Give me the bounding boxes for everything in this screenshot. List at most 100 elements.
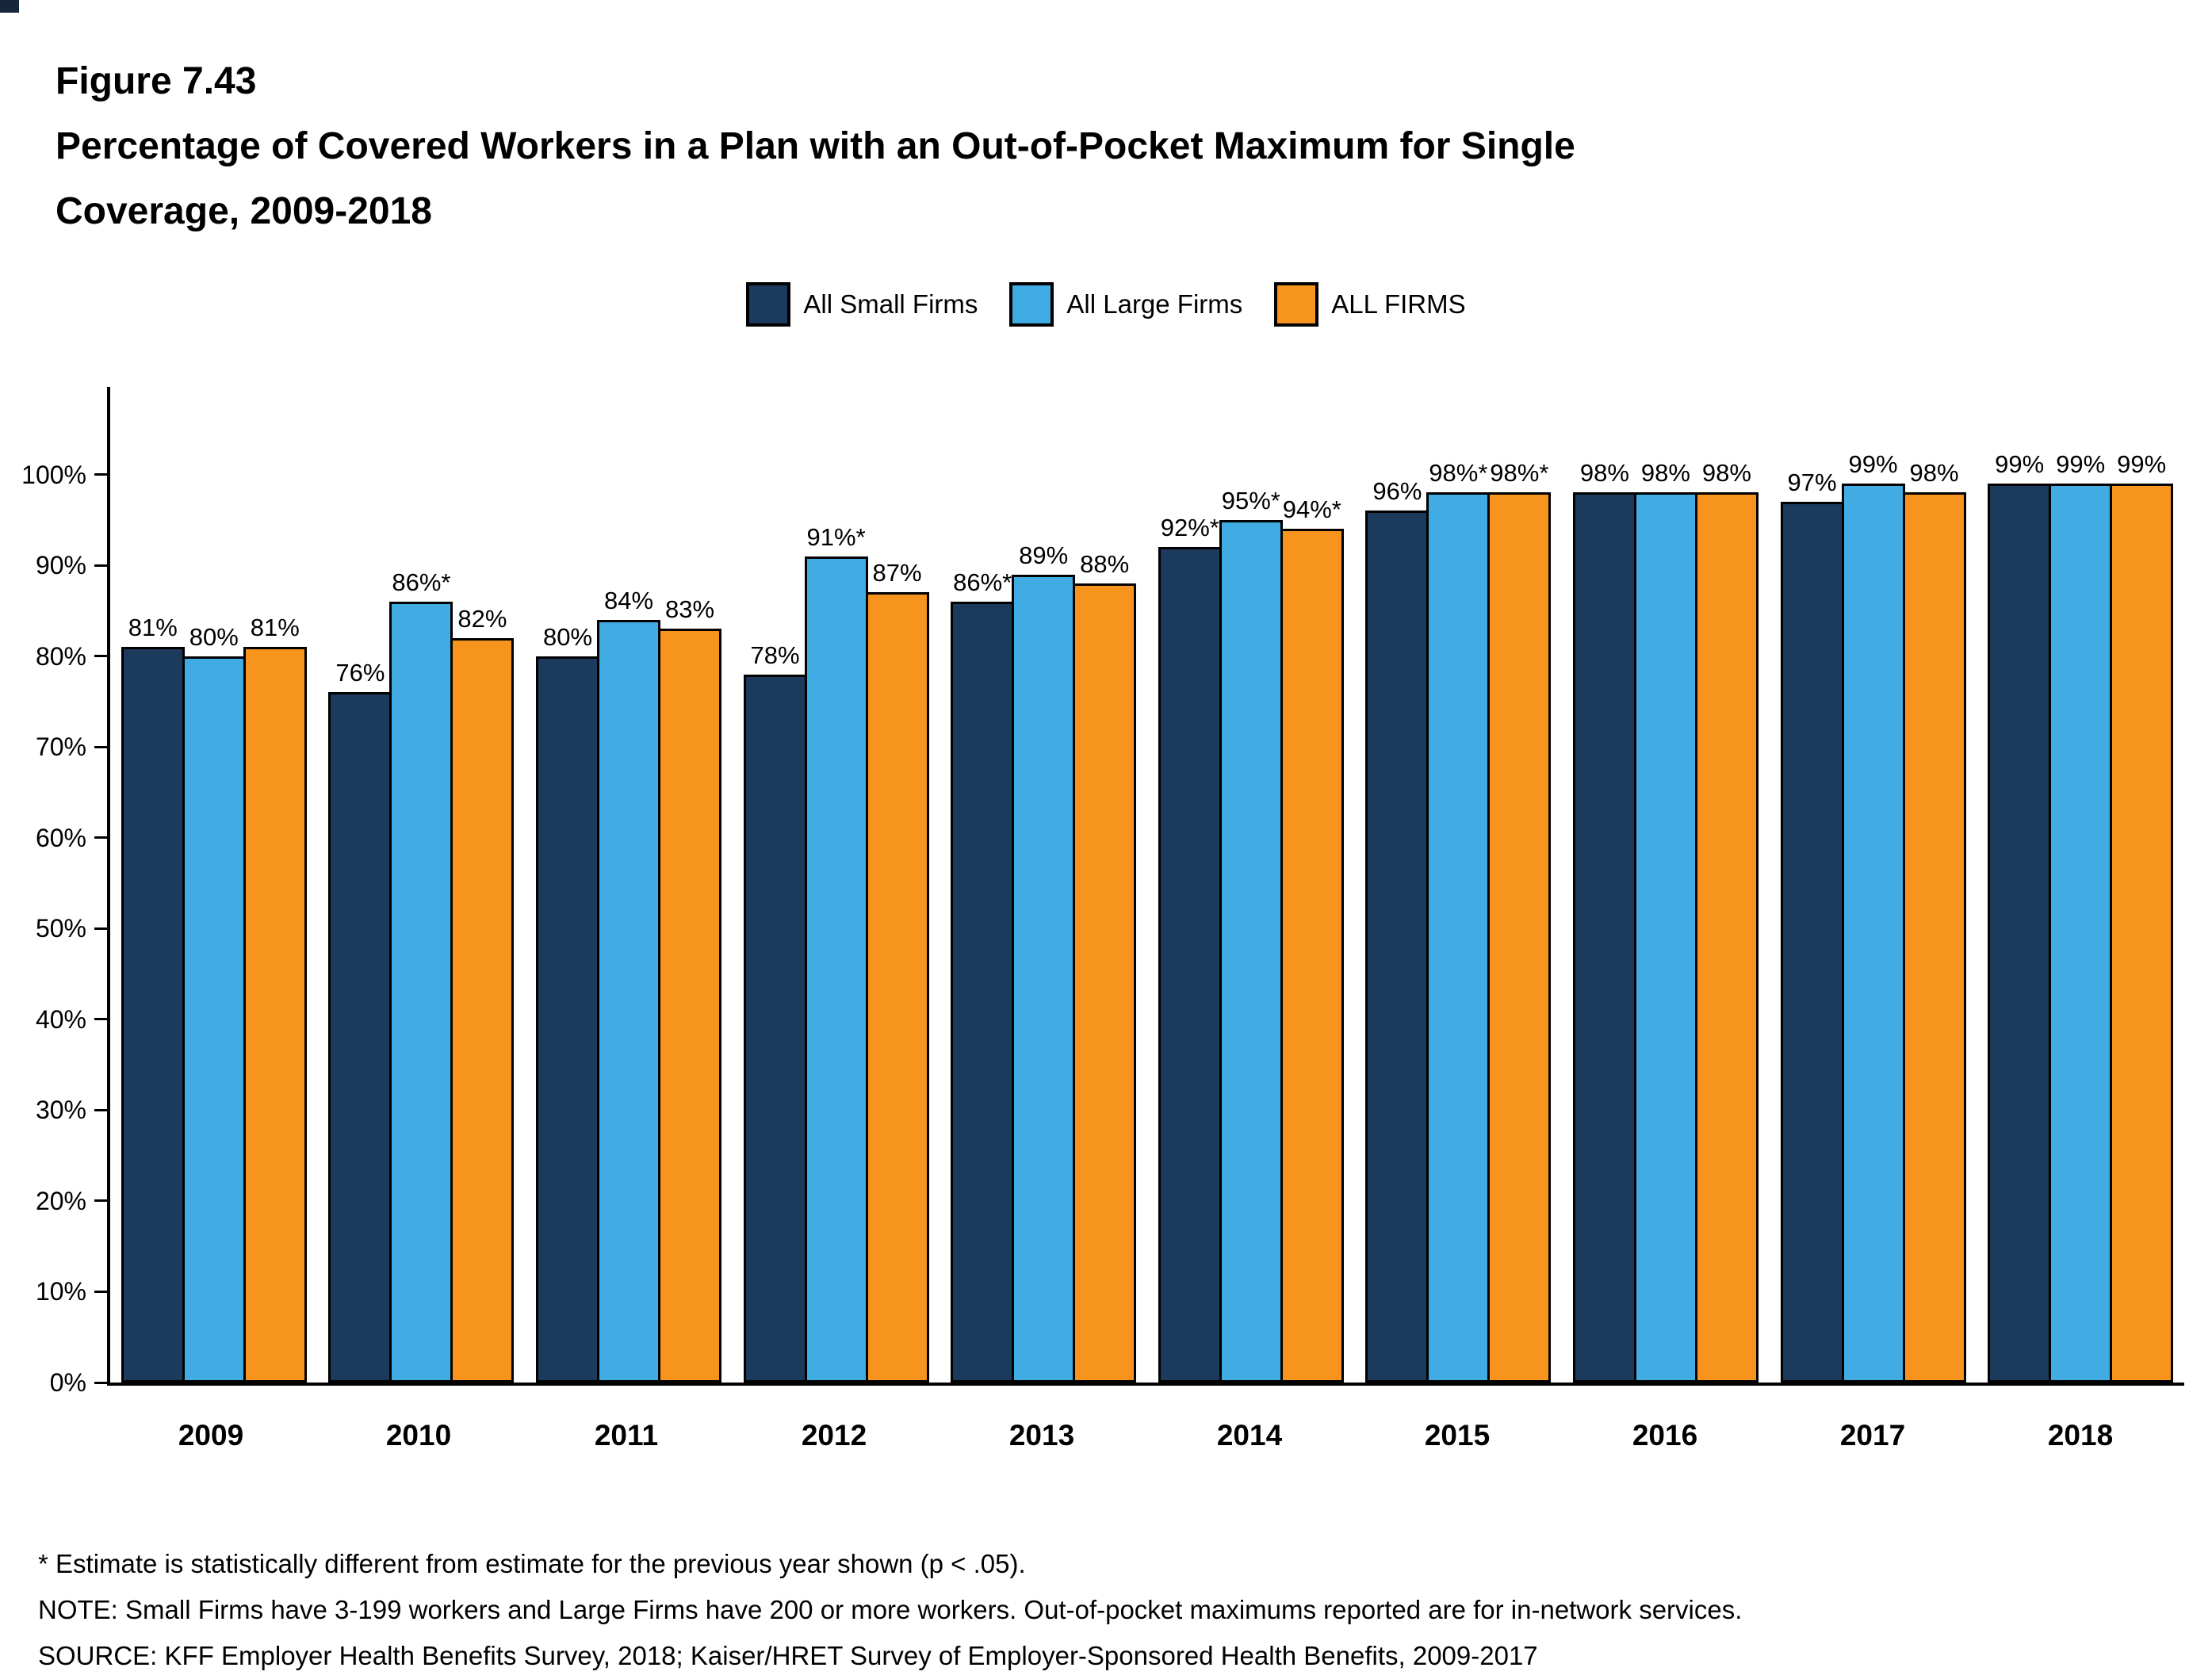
bar-value-label: 97% [1787,468,1837,496]
x-axis-label: 2012 [801,1419,867,1451]
bar-value-label: 83% [664,595,715,624]
bar: 98% [1694,459,1759,1383]
bar-group: 99% 99% 99% [1977,450,2184,1383]
y-tick-mark [94,745,107,748]
bar-value-label: 99% [2056,450,2106,478]
bar: 81% [121,614,185,1383]
bar: 98%* [1426,459,1491,1383]
bar-group: 98% 98% 98% [1562,459,1770,1383]
bar-value-label: 96% [1372,477,1422,506]
bar-group: 86%* 89% 88% [940,541,1147,1383]
bar-value-label: 82% [457,604,507,633]
legend-item-all-firms: ALL FIRMS [1274,282,1466,327]
bar-group: 97% 99% 98% [1770,450,1977,1383]
bar: 78% [743,641,807,1383]
bar: 98% [1633,459,1697,1383]
bar: 84% [596,587,660,1383]
bar: 87% [865,559,929,1383]
legend-swatch [1274,282,1319,327]
plot-area: 0% 10% 20% 30% 40% 50% 60% 70% 80% 90% 100% 81% 80%… [21,387,2184,1397]
footnote-asterisk: * Estimate is statistically different fr… [38,1549,1026,1578]
bar: 94%* [1280,495,1344,1383]
bar-value-label: 98% [1909,459,1959,488]
legend-item-small-firms: All Small Firms [746,282,978,327]
bar: 80% [535,623,599,1383]
x-axis-label: 2011 [594,1419,659,1451]
x-axis-label: 2013 [1008,1419,1075,1451]
x-axis-label: 2010 [385,1419,452,1451]
bar: 99% [1841,450,1905,1383]
x-axis-label: 2018 [2047,1419,2114,1451]
legend-label: All Large Firms [1066,289,1243,319]
x-axis-label: 2017 [1839,1419,1906,1451]
legend-item-large-firms: All Large Firms [1009,282,1242,327]
chart-title-line1: Percentage of Covered Workers in a Plan … [55,125,1575,167]
bar-value-label: 99% [1995,450,2045,478]
y-tick-mark [94,1018,107,1021]
chart-header: Figure 7.43 Percentage of Covered Worker… [55,49,1575,244]
bar: 99% [1988,450,2052,1383]
legend-label: ALL FIRMS [1331,289,1466,319]
legend-swatch [1009,282,1054,327]
bars-row: 81% 80% 81% 76% 86%* 82% 80% 84% 83% 78% 91%* 87% 86… [110,387,2184,1383]
y-tick-label: 40% [35,1004,86,1034]
bar-value-label: 86%* [953,568,1012,596]
x-axis-label: 2014 [1216,1419,1283,1451]
bar: 99% [2049,450,2113,1383]
bar-group: 81% 80% 81% [110,614,318,1383]
bar-value-label: 99% [1848,450,1898,478]
bar-value-label: 81% [250,614,300,642]
y-tick-label: 70% [35,732,86,762]
bar: 82% [450,605,515,1383]
bar-value-label: 86%* [392,568,451,596]
bar-value-label: 78% [750,641,800,669]
bar-value-label: 89% [1019,541,1069,569]
bar: 91%* [804,523,868,1383]
bar: 76% [328,659,392,1383]
y-tick-label: 50% [35,914,86,943]
y-tick-mark [94,1381,107,1384]
bar: 88% [1073,550,1137,1383]
legend: All Small Firms All Large Firms ALL FIRM… [0,282,2212,327]
bar-group: 92%* 95%* 94%* [1147,487,1355,1383]
bar: 80% [182,623,246,1383]
y-tick-mark [94,655,107,658]
y-tick-mark [94,836,107,840]
bar-value-label: 84% [603,586,654,614]
x-axis-label: 2016 [1632,1419,1698,1451]
figure-number: Figure 7.43 [55,60,257,102]
footnotes: * Estimate is statistically different fr… [38,1541,1742,1679]
legend-label: All Small Firms [803,289,978,319]
bar-group: 96% 98%* 98%* [1355,459,1563,1383]
bar-value-label: 95%* [1221,486,1280,514]
bar-value-label: 98%* [1490,459,1549,488]
bar-value-label: 88% [1080,550,1130,578]
y-tick-label: 20% [35,1186,86,1215]
bar-value-label: 98%* [1429,459,1488,488]
footnote-note: NOTE: Small Firms have 3-199 workers and… [38,1595,1743,1624]
bar: 86%* [389,568,453,1383]
bar-value-label: 81% [128,614,178,642]
y-tick-label: 10% [35,1277,86,1306]
y-tick-mark [94,927,107,930]
bar-value-label: 99% [2117,450,2167,478]
y-tick-mark [94,473,107,476]
bar: 83% [657,595,721,1383]
y-tick-mark [94,564,107,567]
y-tick-label: 60% [35,823,86,852]
y-tick-label: 80% [35,641,86,671]
bar: 99% [2110,450,2174,1383]
x-axis-label: 2009 [178,1419,244,1451]
bar: 89% [1012,541,1076,1383]
bar: 96% [1365,477,1429,1383]
bar-group: 76% 86%* 82% [318,568,526,1383]
bar-value-label: 87% [872,559,922,587]
y-tick-label: 90% [35,551,86,580]
bar-value-label: 98% [1701,459,1751,488]
y-tick-mark [94,1290,107,1293]
bar-value-label: 98% [1640,459,1690,488]
bar-group: 78% 91%* 87% [733,523,940,1383]
bar: 81% [243,614,307,1383]
bar: 95%* [1219,487,1283,1383]
bar-value-label: 80% [189,622,239,651]
